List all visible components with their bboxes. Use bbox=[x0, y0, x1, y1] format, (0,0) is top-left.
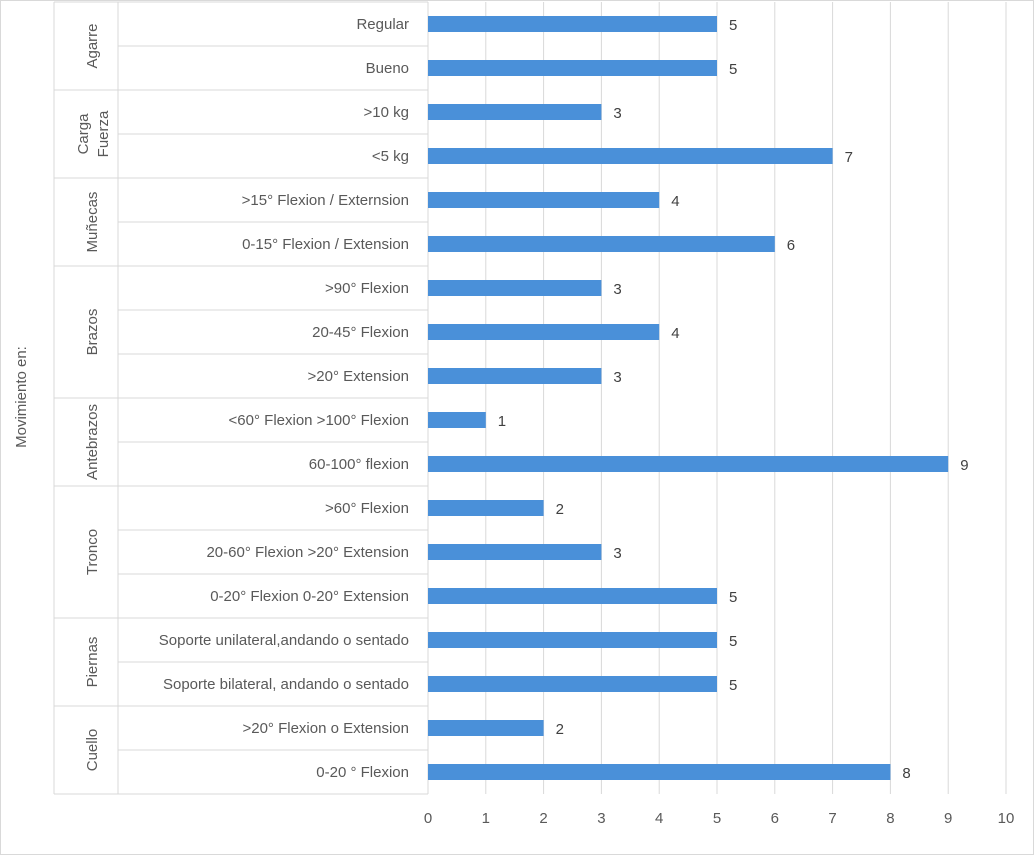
data-labels: 5 5 3 7 4 6 3 4 3 1 9 2 3 5 5 5 2 8 bbox=[498, 17, 969, 782]
bar-value-label: 4 bbox=[671, 193, 679, 210]
category-label: Soporte bilateral, andando o sentado bbox=[163, 676, 409, 693]
bar-value-label: 1 bbox=[498, 413, 506, 430]
category-label: Regular bbox=[356, 16, 409, 33]
bar bbox=[428, 720, 544, 736]
x-tick-label: 3 bbox=[597, 810, 605, 827]
bar bbox=[428, 148, 833, 164]
group-label: Tronco bbox=[84, 529, 101, 575]
category-label: >20° Extension bbox=[308, 368, 409, 385]
x-tick-label: 7 bbox=[828, 810, 836, 827]
category-label: <60° Flexion >100° Flexion bbox=[229, 412, 409, 429]
bar-value-label: 5 bbox=[729, 17, 737, 34]
bar bbox=[428, 412, 486, 428]
bar-value-label: 2 bbox=[556, 501, 564, 518]
bar-value-label: 2 bbox=[556, 721, 564, 738]
x-tick-label: 10 bbox=[998, 810, 1015, 827]
bar-value-label: 8 bbox=[902, 765, 910, 782]
group-label: Brazos bbox=[84, 309, 101, 356]
group-label: Piernas bbox=[84, 637, 101, 688]
category-label: 0-15° Flexion / Extension bbox=[242, 236, 409, 253]
group-label: Muñecas bbox=[84, 192, 101, 253]
group-labels: Agarre Carga Fuerza Muñecas Brazos Antebrazos… bbox=[75, 23, 112, 771]
category-label: >90° Flexion bbox=[325, 280, 409, 297]
category-label: >10 kg bbox=[364, 104, 409, 121]
category-label: 0-20° Flexion 0-20° Extension bbox=[210, 588, 409, 605]
bar-value-label: 3 bbox=[613, 369, 621, 386]
bar bbox=[428, 456, 949, 472]
bar-value-label: 5 bbox=[729, 633, 737, 650]
bar-value-label: 5 bbox=[729, 677, 737, 694]
group-label: Carga Fuerza bbox=[75, 110, 112, 157]
bar-value-label: 3 bbox=[613, 545, 621, 562]
category-label: 0-20 ° Flexion bbox=[316, 764, 409, 781]
bar-value-label: 3 bbox=[613, 281, 621, 298]
x-tick-labels: 0 1 2 3 4 5 6 7 8 9 10 bbox=[424, 810, 1015, 827]
bar-value-label: 4 bbox=[671, 325, 679, 342]
bar bbox=[428, 236, 775, 252]
bar bbox=[428, 588, 717, 604]
bar bbox=[428, 60, 717, 76]
x-tick-label: 5 bbox=[713, 810, 721, 827]
y-axis-title: Movimiento en: bbox=[13, 346, 30, 448]
bar bbox=[428, 324, 660, 340]
category-label: >60° Flexion bbox=[325, 500, 409, 517]
bar bbox=[428, 544, 602, 560]
category-label: 20-60° Flexion >20° Extension bbox=[206, 544, 409, 561]
x-tick-label: 9 bbox=[944, 810, 952, 827]
bar-value-label: 5 bbox=[729, 61, 737, 78]
bars bbox=[428, 16, 949, 780]
category-label: 60-100° flexion bbox=[309, 456, 409, 473]
x-tick-label: 1 bbox=[482, 810, 490, 827]
bar-value-label: 5 bbox=[729, 589, 737, 606]
bar bbox=[428, 764, 891, 780]
group-label: Cuello bbox=[84, 729, 101, 772]
bar bbox=[428, 16, 717, 32]
category-label: >15° Flexion / Externsion bbox=[242, 192, 409, 209]
group-label: Agarre bbox=[84, 23, 101, 68]
category-axis-lines bbox=[53, 1, 429, 795]
x-tick-label: 4 bbox=[655, 810, 663, 827]
bar-value-label: 3 bbox=[613, 105, 621, 122]
x-tick-label: 0 bbox=[424, 810, 432, 827]
category-label: <5 kg bbox=[372, 148, 409, 165]
bar bbox=[428, 192, 660, 208]
bar bbox=[428, 104, 602, 120]
bar bbox=[428, 368, 602, 384]
group-label: Antebrazos bbox=[84, 404, 101, 480]
x-tick-label: 2 bbox=[539, 810, 547, 827]
bar bbox=[428, 500, 544, 516]
category-label: Soporte unilateral,andando o sentado bbox=[159, 632, 409, 649]
category-labels: Regular Bueno >10 kg <5 kg >15° Flexion / Ex… bbox=[159, 16, 409, 781]
bar-value-label: 7 bbox=[845, 149, 853, 166]
category-label: 20-45° Flexion bbox=[312, 324, 409, 341]
bar-value-label: 9 bbox=[960, 457, 968, 474]
bar bbox=[428, 676, 717, 692]
category-label: Bueno bbox=[366, 60, 409, 77]
bar-value-label: 6 bbox=[787, 237, 795, 254]
x-tick-label: 6 bbox=[771, 810, 779, 827]
x-tick-label: 8 bbox=[886, 810, 894, 827]
category-label: >20° Flexion o Extension bbox=[242, 720, 409, 737]
bar bbox=[428, 632, 717, 648]
bar bbox=[428, 280, 602, 296]
